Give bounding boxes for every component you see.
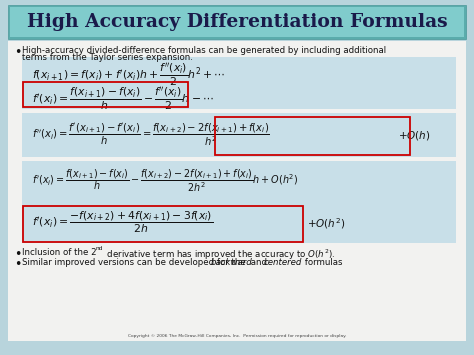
Text: Copyright © 2006 The McGraw-Hill Companies, Inc.  Permission required for reprod: Copyright © 2006 The McGraw-Hill Compani… xyxy=(128,334,346,338)
Bar xyxy=(215,117,410,155)
Bar xyxy=(22,113,456,157)
Text: Inclusion of the 2: Inclusion of the 2 xyxy=(22,248,97,257)
Bar xyxy=(22,161,456,243)
Text: backward: backward xyxy=(211,258,253,267)
Text: formulas: formulas xyxy=(302,258,343,267)
Text: nd: nd xyxy=(96,246,103,251)
Bar xyxy=(8,41,466,341)
Bar xyxy=(23,82,188,107)
Text: •: • xyxy=(14,248,21,261)
Text: $+ O(h^2)$: $+ O(h^2)$ xyxy=(307,217,345,231)
Text: •: • xyxy=(14,46,21,59)
Bar xyxy=(23,206,303,242)
Bar xyxy=(22,57,456,109)
Bar xyxy=(10,7,464,37)
Text: $f'(x_i) = \dfrac{-f(x_{i+2})+4f(x_{i+1})-3f(x_i)}{2h}$: $f'(x_i) = \dfrac{-f(x_{i+2})+4f(x_{i+1}… xyxy=(32,210,213,235)
Text: $f''(x_i) = \dfrac{f'(x_{i+1})-f'(x_i)}{h} = \dfrac{f(x_{i+2})-2f(x_{i+1})+f(x_i: $f''(x_i) = \dfrac{f'(x_{i+1})-f'(x_i)}{… xyxy=(32,121,270,148)
Text: $f'(x_i) = \dfrac{f(x_{i+1})-f(x_i)}{h} - \dfrac{f(x_{i+2})-2f(x_{i+1})+f(x_i)}{: $f'(x_i) = \dfrac{f(x_{i+1})-f(x_i)}{h} … xyxy=(32,167,299,194)
Text: •: • xyxy=(14,258,21,271)
Text: terms from the Taylor series expansion.: terms from the Taylor series expansion. xyxy=(22,54,193,62)
Text: $f'(x_i) = \dfrac{f(x_{i+1})-f(x_i)}{h} - \dfrac{f''(x_i)}{2}h - \cdots$: $f'(x_i) = \dfrac{f(x_{i+1})-f(x_i)}{h} … xyxy=(32,86,214,113)
Bar xyxy=(8,5,466,39)
Text: High Accuracy Differentiation Formulas: High Accuracy Differentiation Formulas xyxy=(27,13,447,31)
Text: High-accuracy divided-difference formulas can be generated by including addition: High-accuracy divided-difference formula… xyxy=(22,46,386,55)
Text: $+ O(h)$: $+ O(h)$ xyxy=(398,129,430,142)
Text: $f(x_{i+1}) = f(x_i) + f'(x_i)h + \dfrac{f''(x_i)}{2}h^2 + \cdots$: $f(x_{i+1}) = f(x_i) + f'(x_i)h + \dfrac… xyxy=(32,62,225,88)
Text: centered: centered xyxy=(264,258,302,267)
Text: Similar improved versions can be developed for the: Similar improved versions can be develop… xyxy=(22,258,248,267)
Text: and: and xyxy=(248,258,270,267)
Text: derivative term has improved the accuracy to $\mathit{O}(h^2)$.: derivative term has improved the accurac… xyxy=(104,248,335,262)
